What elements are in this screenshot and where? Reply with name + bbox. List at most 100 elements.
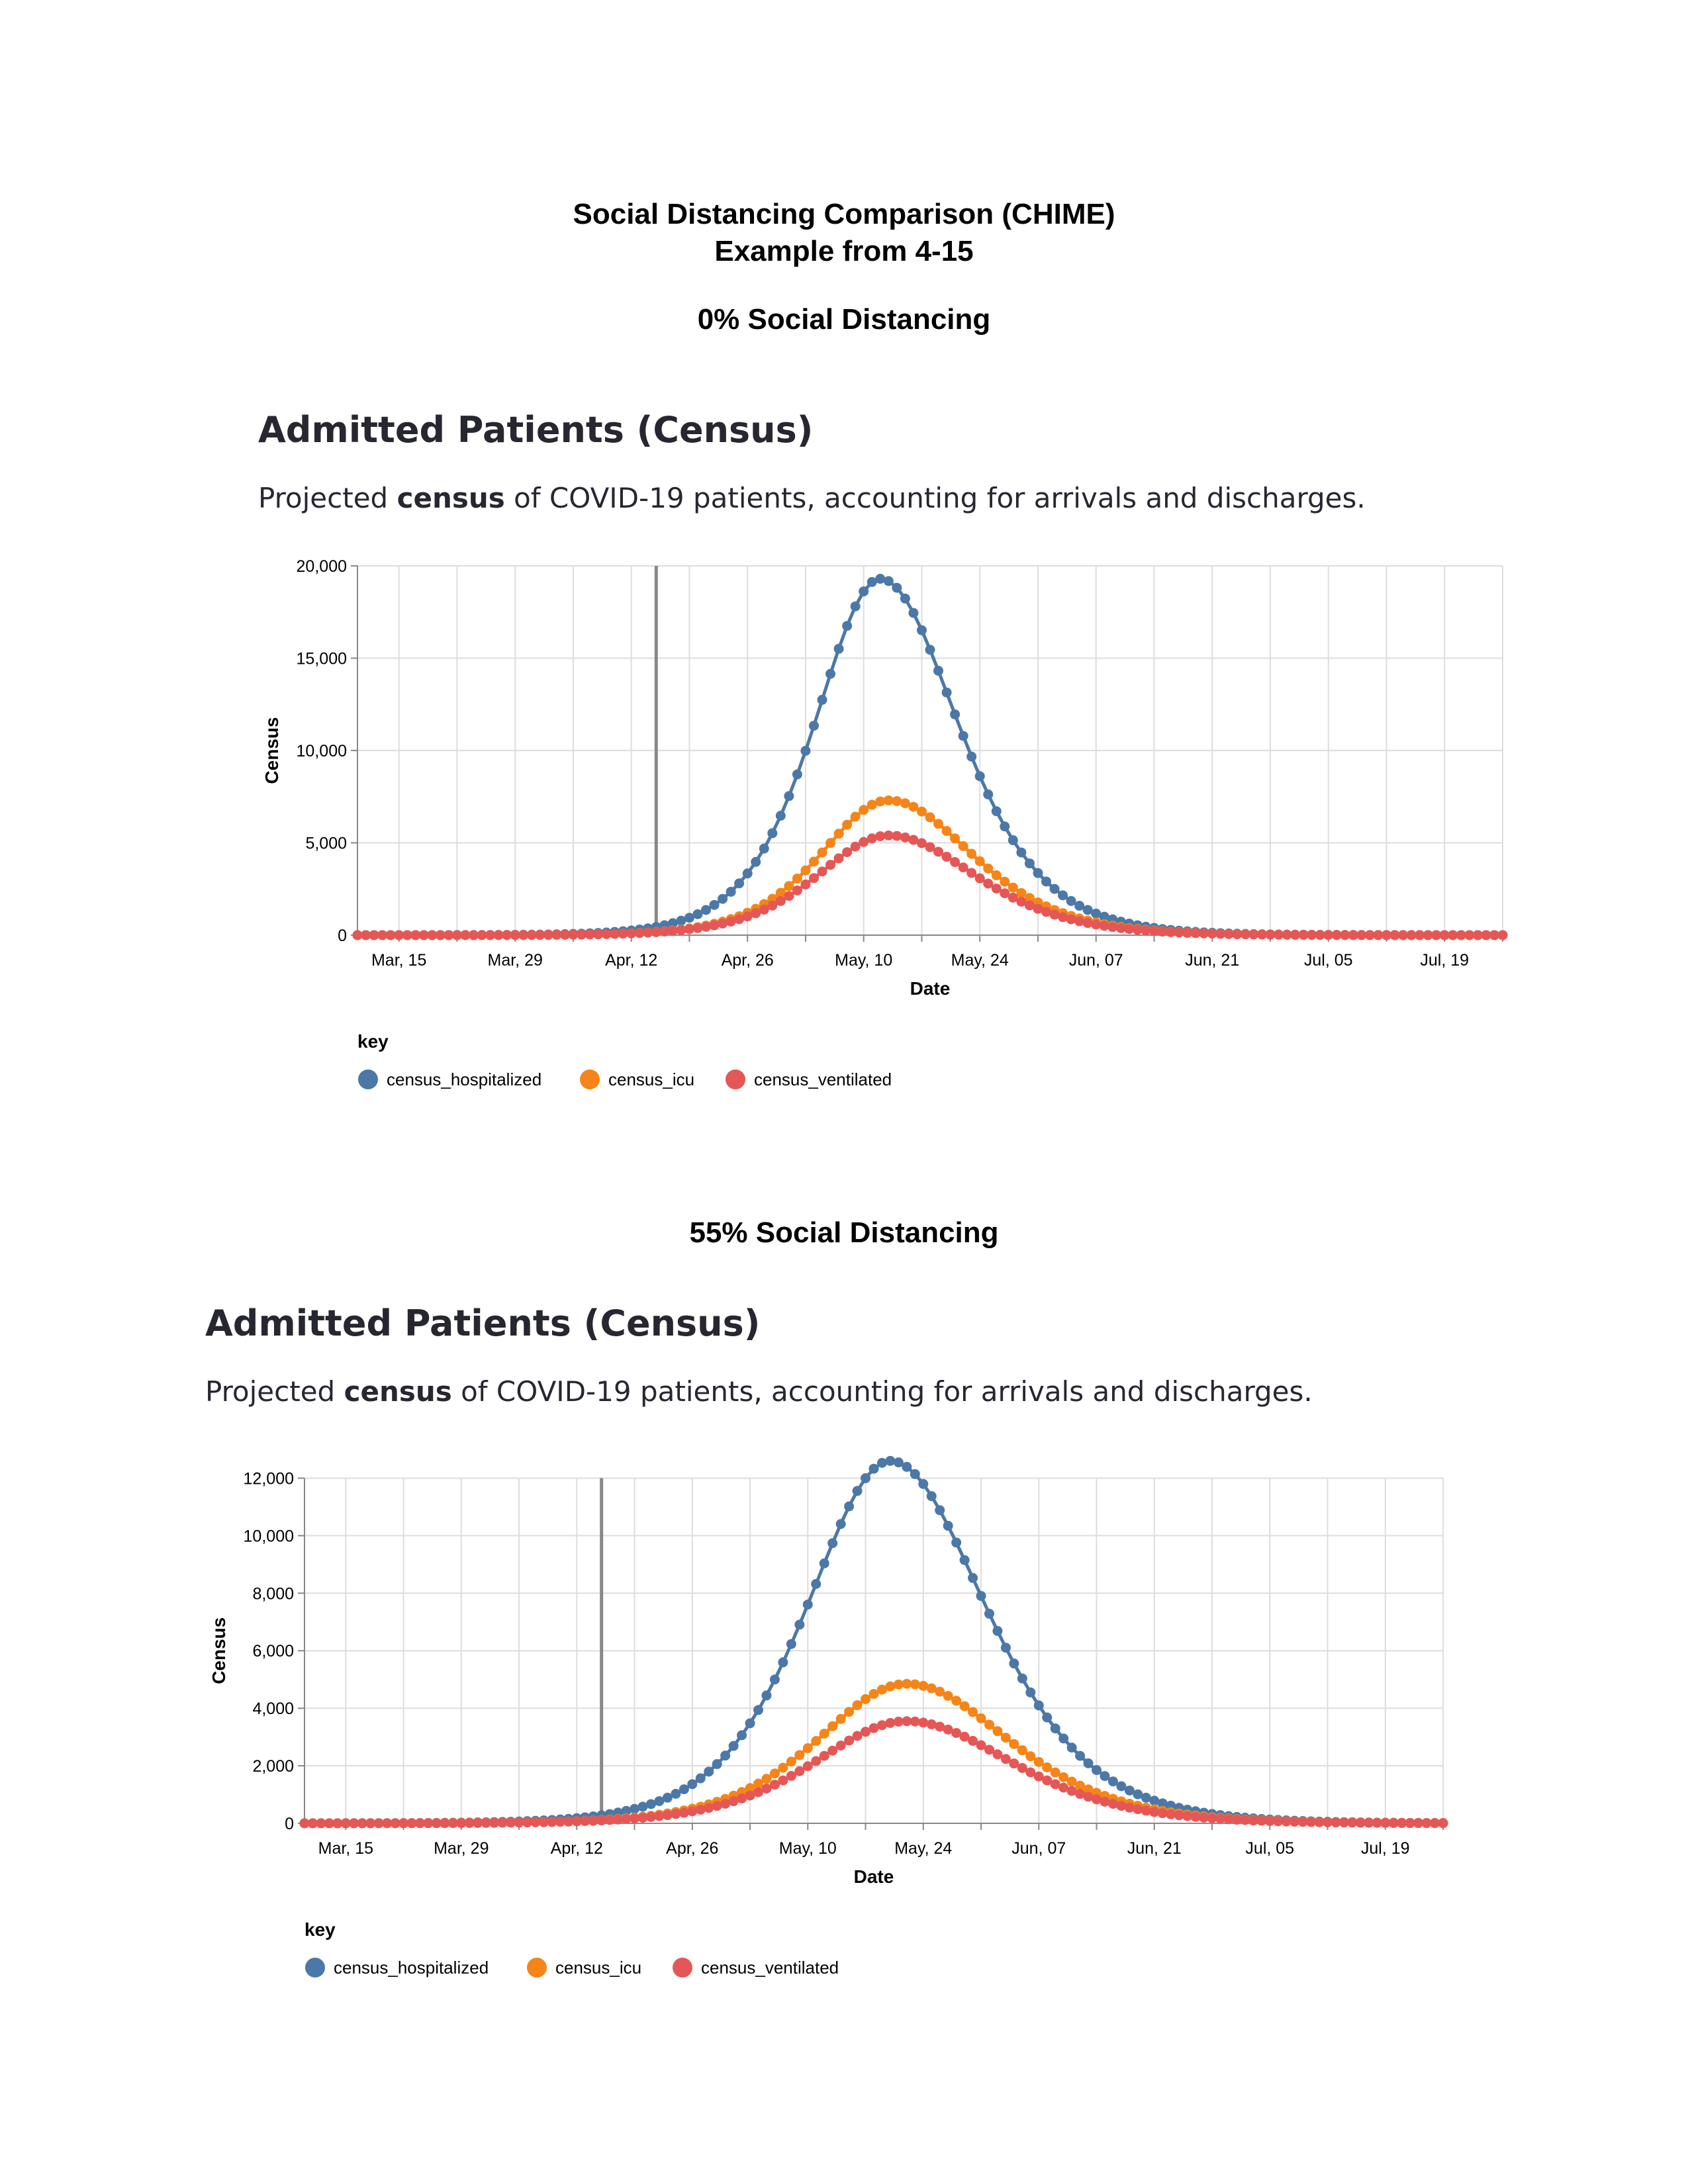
data-point-census_ventilated — [1430, 1818, 1440, 1829]
data-point-census_ventilated — [1364, 1817, 1374, 1828]
data-point-census_icu — [792, 873, 802, 884]
section-heading-0pct: 0% Social Distancing — [697, 303, 991, 336]
data-point-census_icu — [753, 1778, 764, 1789]
legend-swatch-census_hospitalized — [305, 1958, 325, 1978]
data-point-census_ventilated — [1174, 1810, 1184, 1821]
data-point-census_ventilated — [585, 929, 595, 940]
data-point-census_icu — [1024, 893, 1035, 903]
data-point-census_hospitalized — [1082, 905, 1093, 915]
data-point-census_ventilated — [514, 1817, 524, 1828]
data-point-census_icu — [1017, 1745, 1027, 1756]
data-point-census_hospitalized — [811, 1578, 821, 1589]
x-tick-label: Mar, 15 — [318, 1839, 373, 1858]
data-point-census_ventilated — [427, 930, 438, 940]
data-point-census_hospitalized — [859, 586, 869, 597]
data-point-census_ventilated — [518, 930, 529, 940]
data-point-census_ventilated — [1356, 930, 1367, 940]
data-point-census_icu — [1075, 1780, 1086, 1791]
data-point-census_hospitalized — [734, 878, 745, 889]
data-point-census_icu — [811, 1736, 821, 1747]
data-point-census_ventilated — [1372, 1817, 1382, 1828]
data-point-census_icu — [745, 1783, 755, 1794]
x-tick-label: Apr, 26 — [666, 1839, 718, 1858]
data-point-census_hospitalized — [1157, 1798, 1168, 1809]
data-point-census_ventilated — [968, 1735, 978, 1746]
data-point-census_ventilated — [892, 831, 902, 841]
data-point-census_ventilated — [588, 1815, 598, 1826]
data-point-census_icu — [976, 1713, 986, 1723]
data-point-census_hospitalized — [692, 909, 703, 919]
data-point-census_ventilated — [1315, 930, 1325, 940]
y-axis-title: Census — [261, 717, 282, 784]
data-point-census_ventilated — [709, 920, 720, 931]
data-point-census_icu — [984, 1719, 994, 1730]
data-point-census_icu — [761, 1774, 772, 1784]
data-point-census_ventilated — [1025, 1767, 1036, 1778]
data-point-census_ventilated — [535, 930, 545, 940]
data-point-census_ventilated — [1314, 1817, 1325, 1827]
data-point-census_ventilated — [720, 1798, 731, 1809]
data-point-census_hospitalized — [951, 1537, 962, 1548]
data-point-census_hospitalized — [892, 582, 902, 593]
chart-title-1: Admitted Patients (Census) — [258, 409, 814, 451]
data-point-census_hospitalized — [767, 828, 778, 839]
data-point-census_ventilated — [925, 842, 935, 852]
legend-label-census_ventilated: census_ventilated — [754, 1069, 892, 1089]
data-point-census_ventilated — [357, 1818, 367, 1829]
data-point-census_ventilated — [1265, 929, 1276, 940]
data-point-census_ventilated — [361, 930, 371, 940]
data-point-census_hospitalized — [1000, 1643, 1011, 1653]
data-point-census_hospitalized — [1092, 1765, 1102, 1776]
x-tick-label: Mar, 15 — [371, 951, 426, 970]
data-point-census_icu — [842, 819, 853, 830]
data-point-census_ventilated — [976, 1740, 986, 1751]
data-point-census_hospitalized — [645, 1799, 656, 1809]
data-point-census_ventilated — [1215, 1813, 1225, 1824]
data-point-census_hospitalized — [671, 1788, 681, 1799]
data-point-census_hospitalized — [935, 1505, 945, 1516]
data-point-census_ventilated — [786, 1770, 796, 1781]
data-point-census_hospitalized — [1124, 1785, 1135, 1796]
data-point-census_ventilated — [538, 1817, 549, 1827]
data-point-census_hospitalized — [974, 771, 985, 782]
data-point-census_hospitalized — [1058, 1733, 1069, 1744]
data-point-census_ventilated — [1141, 1805, 1151, 1816]
data-point-census_ventilated — [522, 1817, 533, 1828]
data-point-census_ventilated — [423, 1818, 434, 1829]
data-point-census_ventilated — [1050, 1779, 1060, 1790]
x-tick-label: Apr, 12 — [551, 1839, 603, 1858]
data-point-census_ventilated — [406, 1818, 417, 1829]
data-point-census_ventilated — [778, 1775, 788, 1786]
data-point-census_icu — [941, 826, 952, 837]
data-point-census_ventilated — [1497, 930, 1508, 940]
data-point-census_ventilated — [817, 866, 827, 877]
data-point-census_ventilated — [1107, 1799, 1118, 1809]
data-point-census_hospitalized — [775, 811, 786, 821]
data-point-census_hospitalized — [850, 601, 861, 612]
data-point-census_ventilated — [827, 1745, 838, 1756]
data-point-census_ventilated — [1290, 929, 1301, 940]
document-title-line1: Social Distancing Comparison (CHIME) — [573, 198, 1115, 230]
data-point-census_ventilated — [1380, 1817, 1391, 1828]
data-point-census_icu — [786, 1756, 796, 1767]
data-point-census_hospitalized — [695, 1773, 706, 1784]
data-point-census_ventilated — [1381, 930, 1391, 940]
data-point-census_ventilated — [502, 930, 512, 940]
data-point-census_ventilated — [1207, 1813, 1217, 1823]
data-point-census_hospitalized — [753, 1705, 764, 1715]
data-point-census_ventilated — [630, 1813, 640, 1824]
data-point-census_ventilated — [701, 921, 712, 932]
data-point-census_icu — [1050, 1767, 1060, 1778]
data-point-census_ventilated — [1439, 930, 1450, 940]
x-tick-label: Jun, 07 — [1011, 1839, 1066, 1858]
data-point-census_ventilated — [481, 1817, 491, 1828]
data-point-census_icu — [800, 865, 811, 876]
data-point-census_icu — [861, 1694, 871, 1704]
data-point-census_icu — [868, 1688, 879, 1699]
data-point-census_icu — [992, 1726, 1003, 1737]
data-point-census_ventilated — [966, 868, 977, 878]
data-point-census_ventilated — [792, 885, 802, 895]
chart-2-group: 0 2,000 4,000 6,000 8,000 10,000 12,000 Mar, 15… — [209, 1455, 1448, 1978]
data-point-census_ventilated — [377, 930, 388, 940]
data-point-census_hospitalized — [867, 576, 877, 587]
